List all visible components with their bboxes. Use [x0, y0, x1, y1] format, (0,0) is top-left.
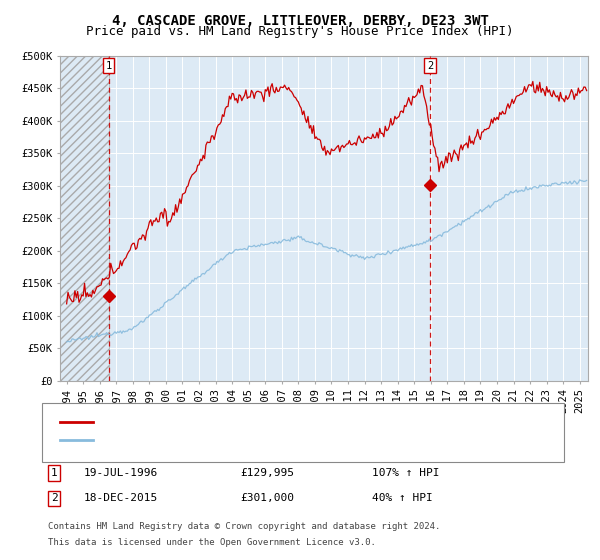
Text: HPI: Average price, detached house, City of Derby: HPI: Average price, detached house, City…: [96, 434, 402, 444]
Text: 2: 2: [427, 60, 433, 71]
Text: 1: 1: [50, 468, 58, 478]
Text: 18-DEC-2015: 18-DEC-2015: [84, 493, 158, 503]
Text: 19-JUL-1996: 19-JUL-1996: [84, 468, 158, 478]
Text: Contains HM Land Registry data © Crown copyright and database right 2024.: Contains HM Land Registry data © Crown c…: [48, 522, 440, 531]
Text: 4, CASCADE GROVE, LITTLEOVER, DERBY, DE23 3WT (detached house): 4, CASCADE GROVE, LITTLEOVER, DERBY, DE2…: [96, 416, 484, 426]
Text: £129,995: £129,995: [240, 468, 294, 478]
Text: 2: 2: [50, 493, 58, 503]
Text: Price paid vs. HM Land Registry's House Price Index (HPI): Price paid vs. HM Land Registry's House …: [86, 25, 514, 38]
Text: This data is licensed under the Open Government Licence v3.0.: This data is licensed under the Open Gov…: [48, 538, 376, 547]
Text: 4, CASCADE GROVE, LITTLEOVER, DERBY, DE23 3WT: 4, CASCADE GROVE, LITTLEOVER, DERBY, DE2…: [112, 14, 488, 28]
Bar: [60, 56, 109, 381]
Text: 1: 1: [106, 60, 112, 71]
Text: 40% ↑ HPI: 40% ↑ HPI: [372, 493, 433, 503]
Text: 107% ↑ HPI: 107% ↑ HPI: [372, 468, 439, 478]
Text: £301,000: £301,000: [240, 493, 294, 503]
